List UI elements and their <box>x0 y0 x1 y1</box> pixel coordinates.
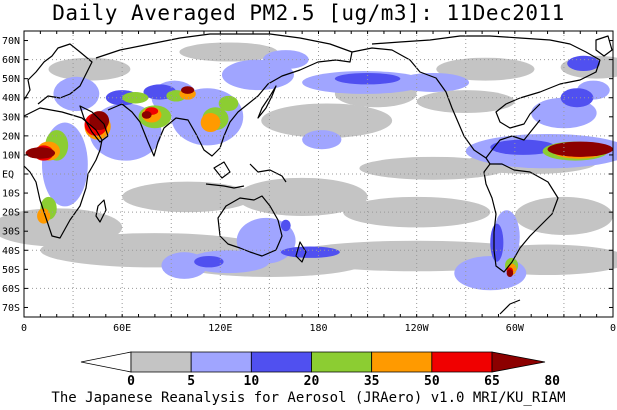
lon-tick-label: 0 <box>21 323 27 334</box>
lat-tick-label: 60N <box>2 55 20 66</box>
pm25-region <box>506 269 514 277</box>
coast-asia <box>95 33 353 157</box>
colorbar-label: 5 <box>187 374 195 389</box>
pm25-region <box>48 57 131 81</box>
pm25-region <box>25 147 56 159</box>
lon-tick-label: 60W <box>506 323 525 334</box>
lon-tick-label: 180 <box>309 323 327 334</box>
colorbar-label: 50 <box>424 374 440 389</box>
lat-tick-label: 40S <box>2 246 20 257</box>
lat-tick-label: 70N <box>2 36 20 47</box>
lon-tick-label: 120W <box>405 323 430 334</box>
pm25-region <box>141 111 152 119</box>
pm25-region <box>194 255 224 268</box>
colorbar-label: 20 <box>304 374 320 389</box>
pm25-region <box>490 223 504 262</box>
coast-north-america <box>351 35 601 165</box>
pm25-region <box>567 55 600 72</box>
pm25-region <box>53 76 100 112</box>
pm25-region <box>200 112 221 133</box>
pm25-region <box>122 92 149 104</box>
lat-tick-label: 20S <box>2 208 20 219</box>
lat-tick-label: EQ <box>2 170 14 181</box>
coast-antarctica <box>499 299 521 315</box>
pm25-region <box>122 181 254 213</box>
lat-tick-label: 10S <box>2 189 20 200</box>
coast-arabia <box>79 105 109 143</box>
colorbar-swatch <box>431 351 493 373</box>
pm25-region <box>436 57 535 81</box>
pm25-region <box>560 88 594 108</box>
colorbar-label: 65 <box>484 374 500 389</box>
coast-japan <box>257 85 277 119</box>
pm25-region <box>302 130 342 150</box>
coast-newzealand <box>295 241 307 263</box>
colorbar-swatch <box>250 351 312 373</box>
colorbar-swatch <box>491 351 546 373</box>
colorbar-swatch <box>80 351 132 373</box>
lon-tick-label: 0 <box>610 323 616 334</box>
pm25-region <box>262 50 309 70</box>
lat-tick-label: 60S <box>2 284 20 295</box>
coast-madagascar <box>95 199 107 223</box>
lat-tick-label: 50S <box>2 265 20 276</box>
lat-tick-label: 30N <box>2 112 20 123</box>
lat-tick-label: 30S <box>2 227 20 238</box>
map-title: Daily Averaged PM2.5 [ug/m3]: 11Dec2011 <box>52 1 565 25</box>
colorbar-label: 10 <box>244 374 260 389</box>
pm25-region <box>547 141 613 157</box>
pm25-region <box>334 72 401 85</box>
colorbar-label: 80 <box>544 374 560 389</box>
credits-footer: The Japanese Reanalysis for Aerosol (JRA… <box>51 390 566 406</box>
colorbar-swatch <box>190 351 252 373</box>
colorbar-label: 35 <box>364 374 380 389</box>
pm25-region <box>261 103 393 138</box>
lat-tick-label: 70S <box>2 303 20 314</box>
pm25-region <box>280 246 340 258</box>
pm25-region <box>181 86 195 94</box>
lat-tick-label: 10N <box>2 150 20 161</box>
axis-ticks: 70N 60N 50N 40N 30N 20N 10N EQ 10S 20S 30S 40S 50S 60… <box>2 31 616 334</box>
pm25-region <box>236 177 368 216</box>
colorbar-swatch <box>311 351 373 373</box>
lat-tick-label: 50N <box>2 74 20 85</box>
pm25-region <box>179 42 278 62</box>
colorbar: 0 5 10 20 35 50 65 80 <box>80 351 560 389</box>
coast-australia <box>217 195 283 257</box>
pm25-region <box>218 95 239 112</box>
colorbar-swatch <box>371 351 433 373</box>
lat-tick-label: 40N <box>2 93 20 104</box>
pm25-region <box>416 90 515 113</box>
lat-tick-label: 20N <box>2 131 20 142</box>
pm25-region <box>490 139 556 155</box>
lon-tick-label: 120E <box>208 323 232 334</box>
coast-europe <box>23 43 93 105</box>
lon-tick-label: 60E <box>113 323 131 334</box>
pm25-region <box>280 219 291 232</box>
pm25-region <box>397 72 470 93</box>
colorbar-label: 0 <box>127 374 135 389</box>
coast-africa <box>23 107 103 239</box>
colorbar-swatch <box>130 351 192 373</box>
pm25-region <box>187 250 270 274</box>
pm25-shading <box>0 42 617 291</box>
coast-greenland <box>595 35 613 57</box>
